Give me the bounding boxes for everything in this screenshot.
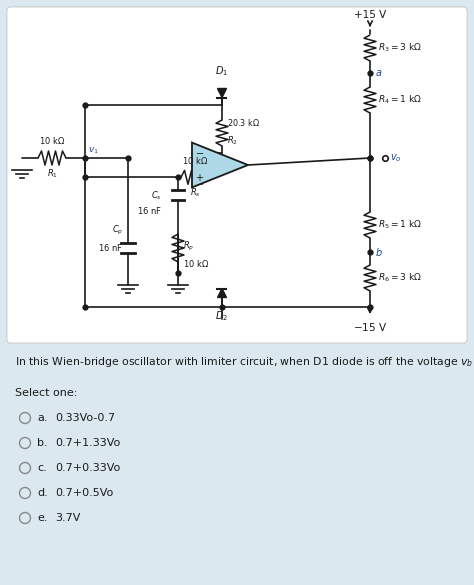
Text: $R_p$: $R_p$ [183, 239, 194, 253]
Text: Select one:: Select one: [15, 388, 77, 398]
Text: $-$: $-$ [195, 147, 205, 157]
Text: $16\ \mathrm{nF}$: $16\ \mathrm{nF}$ [137, 205, 162, 216]
Text: c.: c. [37, 463, 47, 473]
Text: $R_s$: $R_s$ [190, 186, 201, 199]
Text: d.: d. [37, 488, 48, 498]
Text: $a$: $a$ [375, 68, 383, 78]
Text: 0.33Vo-0.7: 0.33Vo-0.7 [55, 413, 115, 423]
Polygon shape [218, 288, 227, 298]
Text: $16\ \mathrm{nF}$: $16\ \mathrm{nF}$ [98, 242, 123, 253]
Polygon shape [192, 143, 248, 187]
Text: $R_6 = 3\ \mathrm{k}\Omega$: $R_6 = 3\ \mathrm{k}\Omega$ [378, 272, 422, 284]
Text: 0.7+0.5Vo: 0.7+0.5Vo [55, 488, 113, 498]
Text: $10\ \mathrm{k}\Omega$: $10\ \mathrm{k}\Omega$ [183, 258, 210, 269]
Text: a.: a. [37, 413, 47, 423]
FancyBboxPatch shape [7, 7, 467, 343]
Text: 3.7V: 3.7V [55, 513, 81, 523]
Text: $-15\ \mathrm{V}$: $-15\ \mathrm{V}$ [353, 321, 387, 333]
Text: $D_2$: $D_2$ [216, 309, 228, 323]
Text: 0.7+1.33Vo: 0.7+1.33Vo [55, 438, 120, 448]
Text: b.: b. [37, 438, 47, 448]
Text: $+$: $+$ [195, 172, 204, 183]
Text: $v_1$: $v_1$ [88, 146, 99, 156]
Text: e.: e. [37, 513, 47, 523]
Text: 0.7+0.33Vo: 0.7+0.33Vo [55, 463, 120, 473]
Text: In this Wien-bridge oscillator with limiter circuit, when D1 diode is off the vo: In this Wien-bridge oscillator with limi… [15, 355, 474, 369]
Text: $R_5 = 1\ \mathrm{k}\Omega$: $R_5 = 1\ \mathrm{k}\Omega$ [378, 219, 422, 231]
Text: $D_1$: $D_1$ [216, 64, 228, 78]
Text: $C_s$: $C_s$ [151, 189, 162, 202]
Text: $R_2$: $R_2$ [227, 135, 238, 147]
Polygon shape [218, 88, 227, 98]
Text: $20.3\ \mathrm{k}\Omega$: $20.3\ \mathrm{k}\Omega$ [227, 118, 260, 129]
Text: $R_3 = 3\ \mathrm{k}\Omega$: $R_3 = 3\ \mathrm{k}\Omega$ [378, 42, 422, 54]
Text: $10\ \mathrm{k}\Omega$: $10\ \mathrm{k}\Omega$ [182, 156, 208, 166]
Text: $R_4 = 1\ \mathrm{k}\Omega$: $R_4 = 1\ \mathrm{k}\Omega$ [378, 94, 422, 106]
Text: $10\ \mathrm{k}\Omega$: $10\ \mathrm{k}\Omega$ [39, 135, 65, 146]
Text: $C_p$: $C_p$ [112, 223, 123, 236]
Text: $v_o$: $v_o$ [390, 152, 401, 164]
Text: $R_1$: $R_1$ [46, 167, 57, 180]
Text: $b$: $b$ [375, 246, 383, 258]
Text: +15 V: +15 V [354, 10, 386, 20]
